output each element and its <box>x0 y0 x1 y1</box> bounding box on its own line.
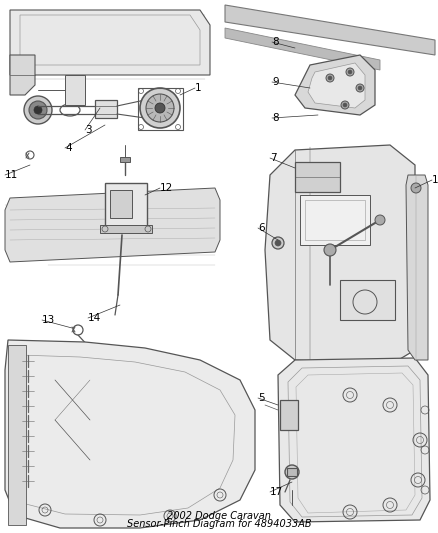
Bar <box>295 162 340 192</box>
Circle shape <box>146 94 174 122</box>
Text: 1: 1 <box>195 83 201 93</box>
Text: 6: 6 <box>258 223 265 233</box>
Polygon shape <box>225 28 380 70</box>
Text: 12: 12 <box>160 183 173 193</box>
Circle shape <box>343 103 347 107</box>
Text: 4: 4 <box>65 143 72 153</box>
Circle shape <box>285 465 299 479</box>
Circle shape <box>356 84 364 92</box>
Circle shape <box>358 86 362 90</box>
Bar <box>105 183 147 231</box>
Circle shape <box>328 76 332 80</box>
Circle shape <box>29 101 47 119</box>
Circle shape <box>341 101 349 109</box>
Circle shape <box>275 240 281 246</box>
Text: 7: 7 <box>270 153 277 163</box>
Text: 2002 Dodge Caravan: 2002 Dodge Caravan <box>167 511 271 521</box>
Text: 5: 5 <box>258 393 265 403</box>
Circle shape <box>140 88 180 128</box>
Polygon shape <box>65 75 85 105</box>
Circle shape <box>411 183 421 193</box>
Bar <box>305 200 365 240</box>
Polygon shape <box>406 175 428 360</box>
Polygon shape <box>10 10 210 75</box>
Bar <box>100 225 152 233</box>
Text: 17: 17 <box>270 487 283 497</box>
Circle shape <box>346 68 354 76</box>
Text: 10: 10 <box>432 175 438 185</box>
Polygon shape <box>265 145 415 365</box>
Circle shape <box>375 215 385 225</box>
Polygon shape <box>278 358 430 522</box>
Text: 9: 9 <box>272 77 279 87</box>
Circle shape <box>326 74 334 82</box>
Bar <box>120 157 130 162</box>
Bar <box>8 345 26 525</box>
Text: 8: 8 <box>272 113 279 123</box>
Polygon shape <box>225 5 435 55</box>
Text: 13: 13 <box>42 315 55 325</box>
Text: 8: 8 <box>272 37 279 47</box>
Circle shape <box>348 70 352 74</box>
Bar <box>300 195 370 245</box>
Polygon shape <box>10 55 35 95</box>
Polygon shape <box>5 340 255 528</box>
Polygon shape <box>295 55 375 115</box>
Circle shape <box>272 237 284 249</box>
Circle shape <box>24 96 52 124</box>
Polygon shape <box>308 63 365 108</box>
Text: 14: 14 <box>88 313 101 323</box>
Bar <box>287 468 297 476</box>
Text: 11: 11 <box>5 170 18 180</box>
Circle shape <box>34 106 42 114</box>
Bar <box>95 100 117 118</box>
Circle shape <box>155 103 165 113</box>
Bar <box>138 88 183 130</box>
Polygon shape <box>5 188 220 262</box>
Bar <box>110 190 132 218</box>
Circle shape <box>324 244 336 256</box>
Bar <box>340 280 395 320</box>
Text: Sensor-Pinch Diagram for 4894033AB: Sensor-Pinch Diagram for 4894033AB <box>127 519 311 529</box>
Text: 3: 3 <box>85 125 92 135</box>
Bar <box>280 400 298 430</box>
